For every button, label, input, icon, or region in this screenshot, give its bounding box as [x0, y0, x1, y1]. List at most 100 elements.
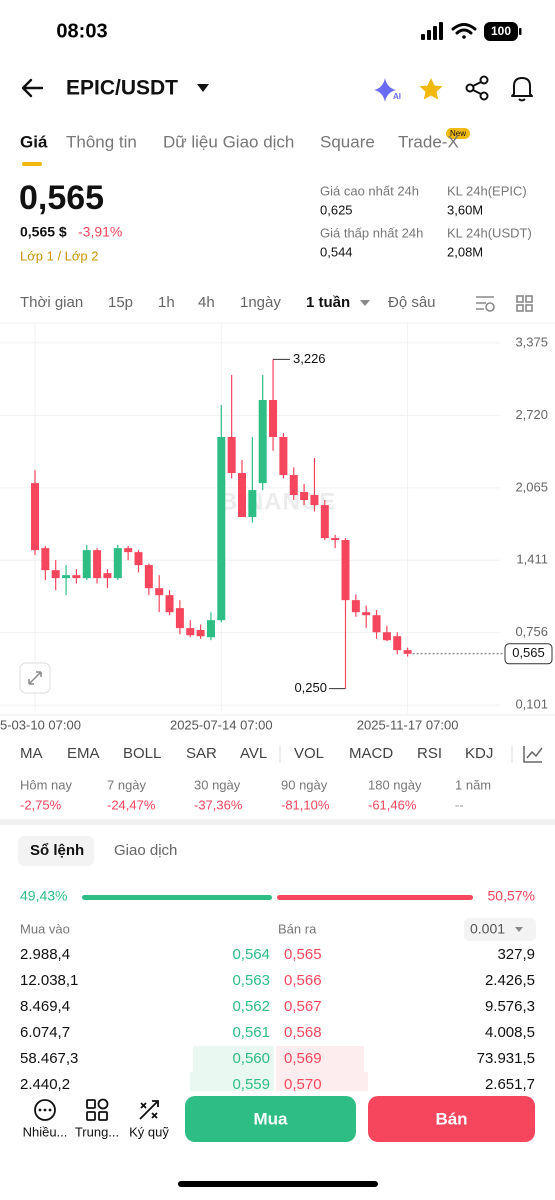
ask-price: 0,568	[284, 1024, 322, 1041]
ask-quantity: 2.426,5	[485, 972, 535, 989]
interval[interactable]: Thời gian	[20, 294, 83, 311]
bid-quantity: 2.440,2	[20, 1076, 70, 1093]
candle-body	[238, 473, 246, 518]
period-label: 90 ngày	[281, 777, 328, 792]
signal-icon	[421, 22, 443, 40]
indicator[interactable]: AVL	[240, 745, 267, 762]
candle-body	[258, 400, 267, 484]
candle-body	[362, 612, 371, 616]
sell-ratio: 50,57%	[488, 888, 535, 904]
tab[interactable]: Dữ liệu Giao dịch	[163, 132, 294, 151]
indicator[interactable]: MACD	[349, 745, 393, 762]
pair-dropdown[interactable]	[197, 84, 209, 92]
period-label: Hôm nay	[20, 777, 73, 792]
stat-value: 2,08M	[447, 244, 483, 259]
period-label: 30 ngày	[194, 777, 241, 792]
indicator[interactable]: KDJ	[465, 745, 493, 762]
more-icon[interactable]	[34, 1099, 56, 1121]
bid-quantity: 58.467,3	[20, 1050, 78, 1067]
center-icon[interactable]	[86, 1098, 109, 1121]
ask-price: 0,569	[284, 1050, 322, 1067]
bell-icon[interactable]	[511, 77, 533, 102]
buy-ratio: 49,43%	[20, 888, 67, 904]
interval[interactable]: 1ngày	[240, 294, 281, 311]
candle-body	[403, 650, 412, 654]
interval[interactable]: 1 tuần	[306, 294, 350, 311]
stat-value: 3,60M	[447, 202, 483, 217]
layer-link[interactable]: Lớp 1 / Lớp 2	[20, 248, 99, 263]
tab[interactable]: Thông tin	[66, 132, 137, 151]
orderbook-tab-active[interactable]	[18, 836, 94, 866]
new-badge	[446, 128, 470, 139]
sell-button[interactable]	[368, 1096, 535, 1142]
interval[interactable]: 15p	[108, 294, 133, 311]
candle-body	[82, 550, 91, 579]
bid-quantity: 12.038,1	[20, 972, 78, 989]
interval[interactable]: 4h	[198, 294, 215, 311]
share-icon[interactable]	[465, 75, 489, 101]
candle-body	[31, 483, 39, 551]
tab[interactable]: Giá	[20, 132, 48, 151]
candle-body	[382, 632, 391, 641]
orderbook-tab[interactable]: Sổ lệnh	[30, 842, 84, 859]
ask-quantity: 2.651,7	[485, 1076, 535, 1093]
tab[interactable]: Square	[320, 132, 375, 151]
high-label: 3,226	[293, 351, 326, 366]
margin-icon[interactable]	[139, 1100, 159, 1120]
ask-quantity: 327,9	[497, 946, 535, 963]
bottom-bar: Nhiều... Trung... Ký quỹ Mua Bán	[0, 1091, 555, 1200]
expand-button[interactable]	[19, 662, 51, 694]
stat-label: KL 24h(USDT)	[447, 225, 532, 240]
interval[interactable]: 1h	[158, 294, 175, 311]
buy-button[interactable]	[185, 1096, 356, 1142]
orderbook-tab[interactable]: Giao dịch	[114, 842, 177, 859]
indicator[interactable]: SAR	[186, 745, 217, 762]
candlestick-chart: 3,375 2,720 2,065 1,411 0,756 0,101 BINANCE 5-0…	[0, 323, 553, 732]
ai-icon[interactable]	[374, 78, 396, 102]
candle-body	[248, 490, 257, 518]
ask-price: 0,566	[284, 972, 322, 989]
candle-body	[351, 600, 360, 613]
y-tick-label: 3,375	[515, 334, 548, 349]
interval-dropdown[interactable]	[360, 300, 370, 306]
buy-ratio-bar	[82, 895, 272, 900]
pair-title[interactable]: EPIC/USDT	[66, 77, 178, 100]
ask-depth-bar	[276, 1046, 364, 1072]
bid-price: 0,560	[232, 1050, 270, 1067]
back-button[interactable]	[21, 78, 44, 98]
candle-body	[300, 492, 309, 501]
precision-select[interactable]	[464, 918, 536, 941]
candle-body	[124, 548, 133, 553]
chart-settings-icon[interactable]	[476, 296, 495, 312]
indicator[interactable]: VOL	[294, 745, 324, 762]
bid-price: 0,564	[232, 946, 270, 963]
period-change: --	[455, 797, 464, 812]
bid-depth-bar	[193, 1046, 274, 1072]
candle-body	[155, 588, 164, 596]
favorite-star[interactable]	[419, 78, 443, 100]
interval[interactable]: Độ sâu	[388, 294, 436, 311]
layout-icon[interactable]	[516, 295, 533, 312]
tab[interactable]: Trade-X	[398, 132, 459, 151]
stat-value: 0,625	[320, 202, 353, 217]
precision: 0.001	[470, 921, 505, 937]
action-label[interactable]: Trung...	[75, 1124, 119, 1139]
indicator[interactable]: EMA	[67, 745, 100, 762]
period-change: -81,10%	[281, 797, 330, 812]
indicator[interactable]: MA	[20, 745, 43, 762]
x-tick-label: 2025-07-14 07:00	[170, 717, 273, 732]
candle-body	[289, 475, 298, 496]
period-change: -24,47%	[107, 797, 156, 812]
x-tick-label: 2025-11-17 07:00	[357, 717, 459, 732]
bid-quantity: 2.988,4	[20, 946, 70, 963]
indicator[interactable]: BOLL	[123, 745, 161, 762]
indicator[interactable]: RSI	[417, 745, 442, 762]
action-label[interactable]: Ký quỹ	[129, 1124, 169, 1139]
action-label[interactable]: Nhiều...	[23, 1124, 68, 1139]
stat-label: KL 24h(EPIC)	[447, 183, 527, 198]
candle-body	[227, 436, 236, 474]
indicator-settings-icon[interactable]	[523, 746, 543, 763]
candle-body	[93, 550, 102, 579]
home-indicator	[178, 1181, 378, 1187]
